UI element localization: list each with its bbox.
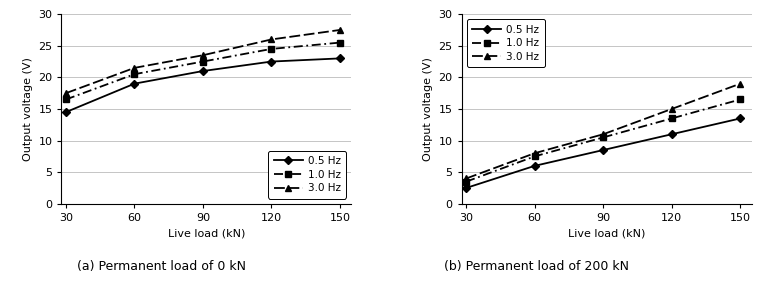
1.0 Hz	[130, 72, 139, 76]
0.5 Hz	[335, 57, 344, 60]
3.0 Hz	[130, 66, 139, 70]
3.0 Hz	[667, 107, 676, 111]
1.0 Hz	[530, 155, 539, 158]
X-axis label: Live load (kN): Live load (kN)	[168, 228, 245, 238]
Y-axis label: Output voltage (V): Output voltage (V)	[23, 57, 33, 161]
3.0 Hz	[199, 53, 208, 57]
0.5 Hz	[462, 186, 471, 190]
0.5 Hz	[598, 148, 607, 152]
Line: 3.0 Hz: 3.0 Hz	[63, 27, 343, 96]
Line: 1.0 Hz: 1.0 Hz	[463, 97, 743, 185]
3.0 Hz	[530, 151, 539, 155]
1.0 Hz	[199, 60, 208, 63]
0.5 Hz	[667, 132, 676, 136]
3.0 Hz	[736, 82, 745, 85]
1.0 Hz	[335, 41, 344, 44]
0.5 Hz	[199, 69, 208, 73]
0.5 Hz	[736, 117, 745, 120]
Legend: 0.5 Hz, 1.0 Hz, 3.0 Hz: 0.5 Hz, 1.0 Hz, 3.0 Hz	[467, 19, 545, 67]
Line: 0.5 Hz: 0.5 Hz	[63, 56, 343, 115]
3.0 Hz	[598, 132, 607, 136]
3.0 Hz	[462, 177, 471, 180]
3.0 Hz	[335, 28, 344, 32]
Text: (b) Permanent load of 200 kN: (b) Permanent load of 200 kN	[444, 260, 630, 273]
Line: 3.0 Hz: 3.0 Hz	[463, 81, 743, 181]
0.5 Hz	[61, 110, 71, 114]
0.5 Hz	[130, 82, 139, 85]
0.5 Hz	[530, 164, 539, 168]
1.0 Hz	[598, 136, 607, 139]
Y-axis label: Output voltage (V): Output voltage (V)	[423, 57, 433, 161]
Line: 0.5 Hz: 0.5 Hz	[463, 116, 743, 191]
0.5 Hz	[267, 60, 276, 63]
1.0 Hz	[462, 180, 471, 183]
1.0 Hz	[61, 98, 71, 101]
3.0 Hz	[61, 91, 71, 95]
Legend: 0.5 Hz, 1.0 Hz, 3.0 Hz: 0.5 Hz, 1.0 Hz, 3.0 Hz	[268, 151, 346, 199]
1.0 Hz	[667, 117, 676, 120]
1.0 Hz	[267, 47, 276, 51]
Line: 1.0 Hz: 1.0 Hz	[63, 40, 343, 102]
3.0 Hz	[267, 38, 276, 41]
1.0 Hz	[736, 98, 745, 101]
X-axis label: Live load (kN): Live load (kN)	[568, 228, 645, 238]
Text: (a) Permanent load of 0 kN: (a) Permanent load of 0 kN	[77, 260, 245, 273]
